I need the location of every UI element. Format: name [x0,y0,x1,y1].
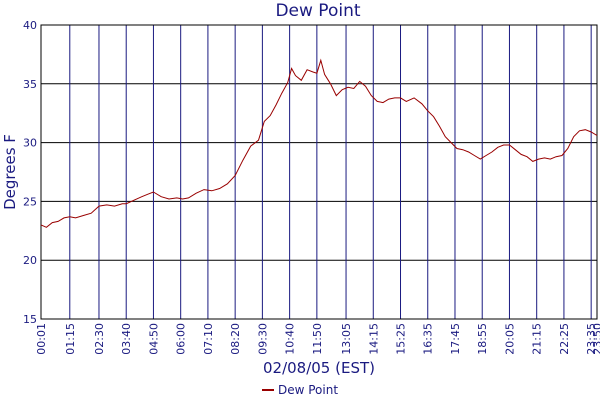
x-tick-label: 02:30 [93,323,106,355]
x-tick-label: 13:05 [340,323,353,355]
x-tick-label: 23:35 [585,323,598,355]
plot-frame [40,24,598,320]
x-tick-label: 06:00 [175,323,188,355]
y-tick-label: 15 [23,313,37,326]
x-tick-label: 07:10 [202,323,215,355]
x-tick-label: 09:30 [256,323,269,355]
legend-label-dew-point: Dew Point [278,383,338,397]
chart-title: Dew Point [275,1,360,21]
x-tick-label: 20:05 [503,323,516,355]
legend: Dew Point [262,383,338,397]
x-tick-label: 16:35 [422,323,435,355]
x-tick-label: 08:20 [229,323,242,355]
x-tick-label: 01:15 [64,323,77,355]
y-tick-label: 25 [23,195,37,208]
x-tick-label: 23:50 [591,323,600,355]
y-axis-ticks: 15 20 25 30 35 40 [23,19,37,326]
x-axis-ticks: 00:01 01:15 02:30 03:40 04:50 06:00 07:10 08:20… [35,323,600,355]
y-tick-label: 20 [23,254,37,267]
x-tick-label: 17:45 [449,323,462,355]
x-tick-label: 00:01 [35,323,48,355]
x-tick-label: 21:15 [531,323,544,355]
x-tick-label: 15:25 [395,323,408,355]
y-tick-label: 30 [23,137,37,150]
y-tick-label: 35 [23,78,37,91]
x-tick-label: 03:40 [120,323,133,355]
x-tick-label: 22:25 [558,323,571,355]
x-tick-label: 11:50 [311,323,324,355]
x-tick-label: 14:15 [367,323,380,355]
x-tick-label: 10:40 [284,323,297,355]
x-tick-label: 18:55 [476,323,489,355]
series-line-dew-point [40,58,598,228]
x-axis-label: 02/08/05 (EST) [263,359,375,377]
y-tick-label: 40 [23,19,37,32]
grid-lines [41,25,598,319]
y-axis-label: Degrees F [1,134,19,210]
x-tick-label: 04:50 [147,323,160,355]
